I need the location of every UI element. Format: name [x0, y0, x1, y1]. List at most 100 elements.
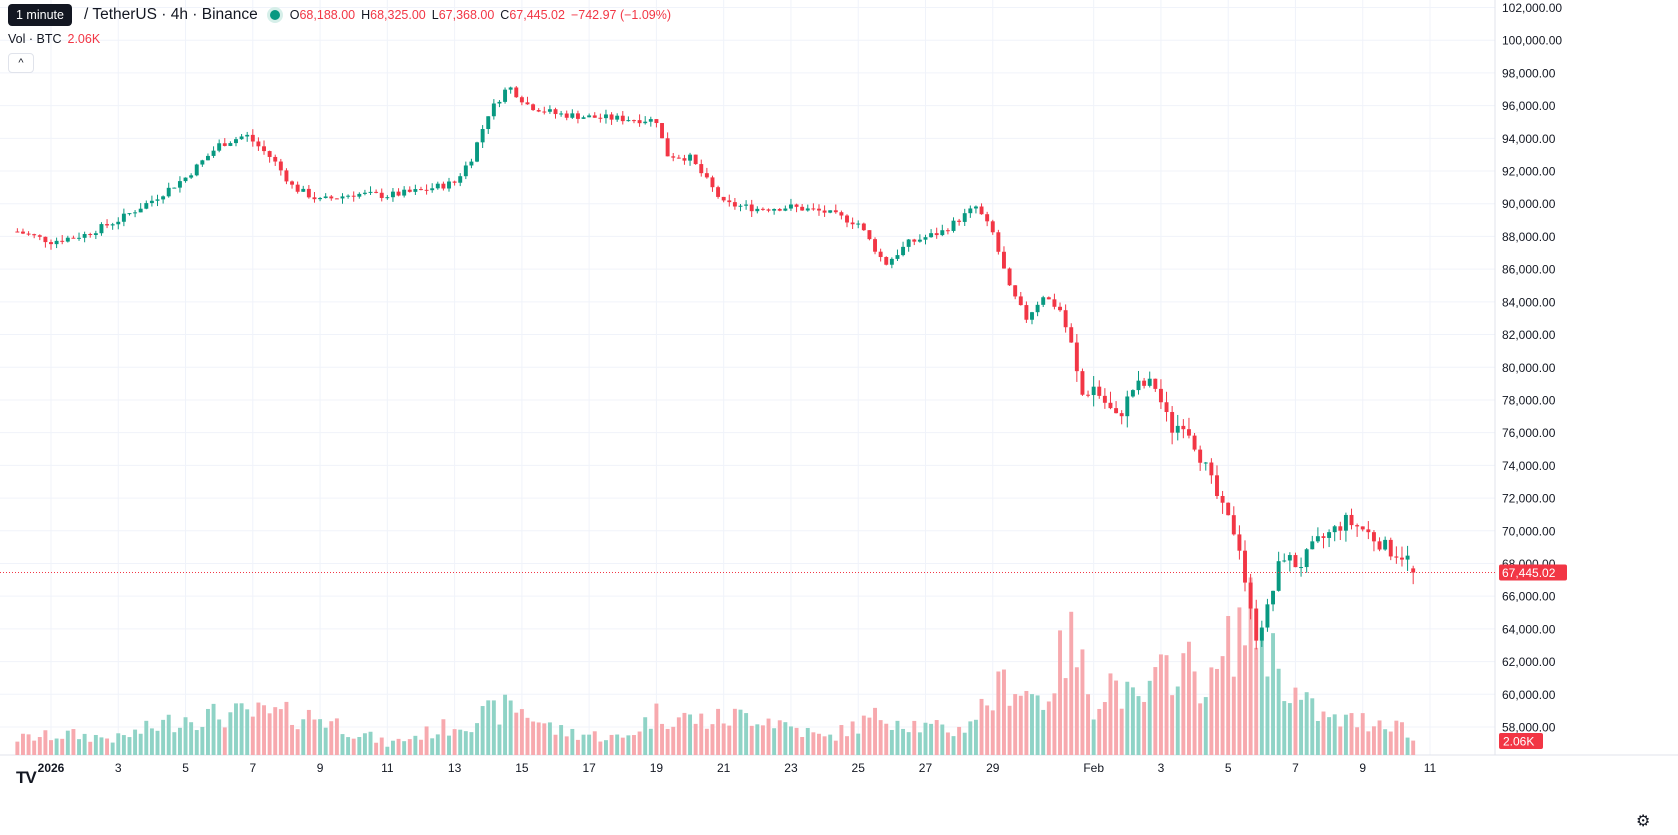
candle-body [133, 212, 138, 214]
volume-bar [396, 738, 401, 755]
volume-bar [1231, 676, 1236, 755]
candle-body [912, 239, 917, 242]
volume-bar [1097, 708, 1102, 755]
y-tick-label: 58,000.00 [1502, 721, 1556, 735]
volume-bar [671, 726, 676, 755]
volume-bar [923, 722, 928, 755]
volume-bar [1282, 701, 1287, 755]
candle-body [172, 187, 177, 189]
candle-body [155, 199, 160, 201]
candle-body [632, 120, 636, 122]
candle-body [1248, 582, 1253, 609]
volume-bar [1254, 647, 1259, 755]
volume-bar [1259, 628, 1264, 755]
volume-bar [430, 738, 435, 755]
y-tick-label: 80,000.00 [1502, 361, 1556, 375]
volume-bar [1405, 737, 1410, 755]
y-tick-label: 70,000.00 [1502, 524, 1556, 538]
candle-body [161, 196, 166, 200]
y-tick-label: 98,000.00 [1502, 66, 1556, 80]
volume-bar [60, 738, 65, 755]
candle-body [267, 151, 272, 157]
volume-legend[interactable]: Vol · BTC 2.06K [8, 32, 101, 46]
volume-bar [1130, 687, 1135, 755]
volume-bar [306, 709, 311, 755]
volume-bar [379, 737, 384, 755]
candle-body [559, 113, 564, 115]
candle-body [1130, 390, 1135, 397]
volume-bar [609, 734, 614, 755]
volume-bar [441, 719, 446, 755]
candle-body [1052, 299, 1057, 307]
volume-bar [1355, 727, 1360, 755]
volume-bar [598, 741, 603, 755]
candle-body [648, 119, 653, 122]
volume-bar [1400, 722, 1404, 755]
candle-body [772, 208, 777, 211]
market-status-icon[interactable] [269, 10, 280, 20]
candle-body [1265, 604, 1270, 628]
candle-body [351, 195, 356, 197]
volume-bar [828, 734, 833, 755]
volume-bar [1063, 678, 1068, 755]
candle-body [1271, 590, 1276, 605]
volume-bar [385, 746, 390, 755]
volume-bar [1215, 668, 1219, 755]
volume-bar [1108, 673, 1113, 755]
y-tick-label: 76,000.00 [1502, 426, 1556, 440]
candle-body [794, 204, 799, 207]
time-axis: 2026 3 5 7 9 11 13 15 17 19 21 23 25 27 29 Feb 3 5 7 9 11 [38, 761, 1437, 775]
volume-bar [945, 732, 950, 755]
candle-body [889, 258, 894, 265]
volume-bar [1338, 726, 1343, 755]
volume-bars [15, 577, 1416, 755]
candle-body [850, 222, 855, 225]
candle-body [262, 146, 266, 152]
symbol-title[interactable]: / TetherUS · 4h · Binance [84, 6, 258, 23]
candle-body [592, 115, 597, 118]
tradingview-logo[interactable]: TV [16, 768, 37, 787]
candle-body [486, 116, 491, 130]
interval-tooltip: 1 minute [8, 4, 72, 26]
price-axis: 102,000.00 100,000.00 98,000.00 96,000.00 94… [1502, 1, 1562, 735]
volume-bar [508, 700, 513, 755]
volume-bar [312, 719, 317, 755]
volume-bar [82, 733, 87, 755]
candle-body [1069, 327, 1074, 343]
candle-body [1259, 627, 1264, 641]
volume-bar [1226, 616, 1231, 755]
x-tick-label: 27 [919, 761, 933, 775]
candle-body [1355, 525, 1360, 527]
volume-bar [1102, 702, 1107, 755]
candle-body [665, 138, 670, 157]
volume-bar [654, 703, 659, 755]
candle-body [598, 117, 603, 119]
candle-body [312, 197, 317, 200]
candle-body [676, 157, 681, 159]
candle-body [234, 139, 238, 144]
volume-bar [760, 725, 765, 755]
volume-bar [357, 736, 362, 755]
volume-bar [228, 712, 233, 755]
volume-bar [940, 724, 945, 755]
volume-bar [676, 717, 681, 755]
volume-bar [144, 720, 149, 755]
volume-bar [968, 721, 973, 755]
volume-bar [435, 734, 440, 755]
volume-bar [1002, 669, 1006, 755]
x-tick-label: 13 [448, 761, 462, 775]
volume-bar [1293, 687, 1298, 755]
volume-bar [262, 705, 266, 755]
volume-bar [570, 728, 575, 755]
collapse-legend-button[interactable]: ^ [8, 53, 34, 73]
candle-body [469, 161, 474, 166]
volume-bar [1024, 690, 1029, 755]
candle-body [1002, 251, 1006, 269]
gear-icon[interactable]: ⚙ [1636, 813, 1651, 830]
candle-body [788, 204, 793, 209]
volume-bar [912, 720, 917, 755]
candle-body [1142, 380, 1147, 386]
volume-bar [177, 727, 182, 755]
volume-bar [514, 712, 519, 755]
